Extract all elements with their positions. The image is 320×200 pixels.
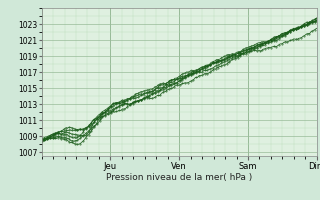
X-axis label: Pression niveau de la mer( hPa ): Pression niveau de la mer( hPa ) [106,173,252,182]
